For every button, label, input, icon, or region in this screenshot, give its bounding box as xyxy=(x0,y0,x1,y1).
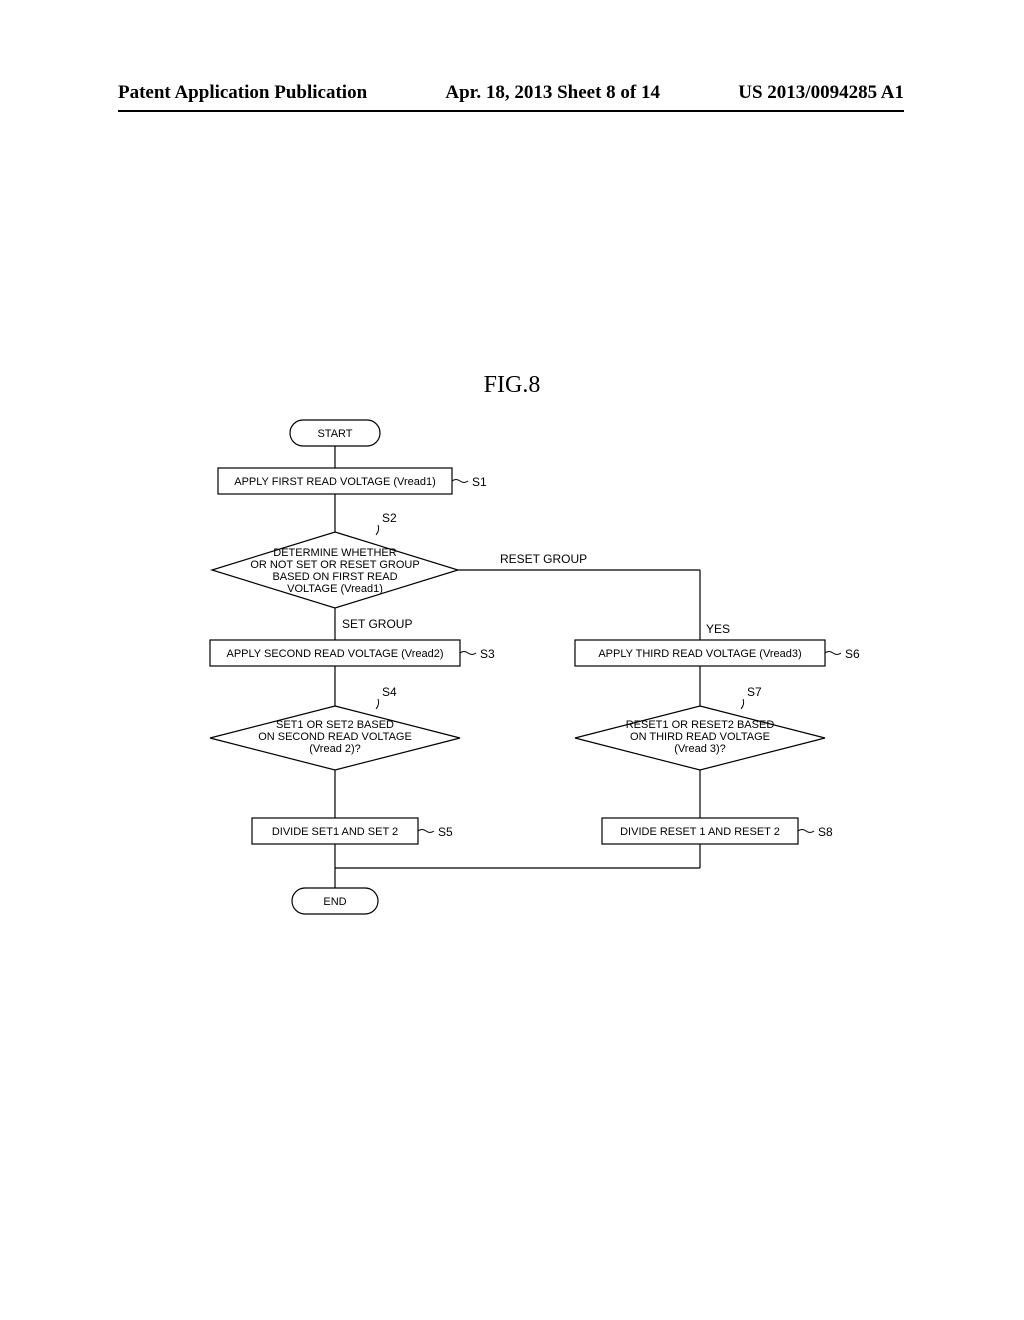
s2-yes: YES xyxy=(706,622,730,636)
s5-node: DIVIDE SET1 AND SET 2 xyxy=(252,818,418,844)
s3-node: APPLY SECOND READ VOLTAGE (Vread2) xyxy=(210,640,460,666)
header-center: Apr. 18, 2013 Sheet 8 of 14 xyxy=(445,82,660,104)
header-right: US 2013/0094285 A1 xyxy=(738,82,904,104)
s6-label: APPLY THIRD READ VOLTAGE (Vread3) xyxy=(598,648,801,660)
page-header: Patent Application Publication Apr. 18, … xyxy=(118,82,904,104)
s5-step: S5 xyxy=(438,825,453,839)
figure-title: FIG.8 xyxy=(0,372,1024,399)
s7-l3: (Vread 3)? xyxy=(674,743,726,755)
s2-step: S2 xyxy=(382,511,397,525)
s4-l3: (Vread 2)? xyxy=(309,743,361,755)
end-node: END xyxy=(292,888,378,914)
s8-node: DIVIDE RESET 1 AND RESET 2 xyxy=(602,818,798,844)
s2-l3: BASED ON FIRST READ xyxy=(272,571,397,583)
s7-decision: RESET1 OR RESET2 BASED ON THIRD READ VOL… xyxy=(575,706,825,770)
start-label: START xyxy=(317,428,352,440)
patent-page: Patent Application Publication Apr. 18, … xyxy=(0,0,1024,1320)
s2-l1: DETERMINE WHETHER xyxy=(273,547,397,559)
s3-step: S3 xyxy=(480,647,495,661)
s6-step: S6 xyxy=(845,647,860,661)
s2-reset-branch: RESET GROUP xyxy=(500,552,587,566)
s4-step: S4 xyxy=(382,685,397,699)
s4-l1: SET1 OR SET2 BASED xyxy=(276,719,394,731)
s3-label: APPLY SECOND READ VOLTAGE (Vread2) xyxy=(226,648,443,660)
s5-label: DIVIDE SET1 AND SET 2 xyxy=(272,826,398,838)
s1-step: S1 xyxy=(472,475,487,489)
s2-set-branch: SET GROUP xyxy=(342,617,412,631)
s2-l4: VOLTAGE (Vread1) xyxy=(287,583,383,595)
s4-l2: ON SECOND READ VOLTAGE xyxy=(258,731,412,743)
flowchart: START APPLY FIRST READ VOLTAGE (Vread1) … xyxy=(0,410,1024,970)
s8-label: DIVIDE RESET 1 AND RESET 2 xyxy=(620,826,780,838)
s8-step: S8 xyxy=(818,825,833,839)
s7-step: S7 xyxy=(747,685,762,699)
end-label: END xyxy=(323,896,346,908)
s7-l1: RESET1 OR RESET2 BASED xyxy=(626,719,775,731)
s2-decision: DETERMINE WHETHER OR NOT SET OR RESET GR… xyxy=(212,532,458,608)
header-left: Patent Application Publication xyxy=(118,82,367,104)
s2-l2: OR NOT SET OR RESET GROUP xyxy=(250,559,419,571)
s4-decision: SET1 OR SET2 BASED ON SECOND READ VOLTAG… xyxy=(210,706,460,770)
s6-node: APPLY THIRD READ VOLTAGE (Vread3) xyxy=(575,640,825,666)
s1-label: APPLY FIRST READ VOLTAGE (Vread1) xyxy=(234,476,436,488)
s1-node: APPLY FIRST READ VOLTAGE (Vread1) xyxy=(218,468,452,494)
header-rule xyxy=(118,110,904,112)
s7-l2: ON THIRD READ VOLTAGE xyxy=(630,731,770,743)
start-node: START xyxy=(290,420,380,446)
